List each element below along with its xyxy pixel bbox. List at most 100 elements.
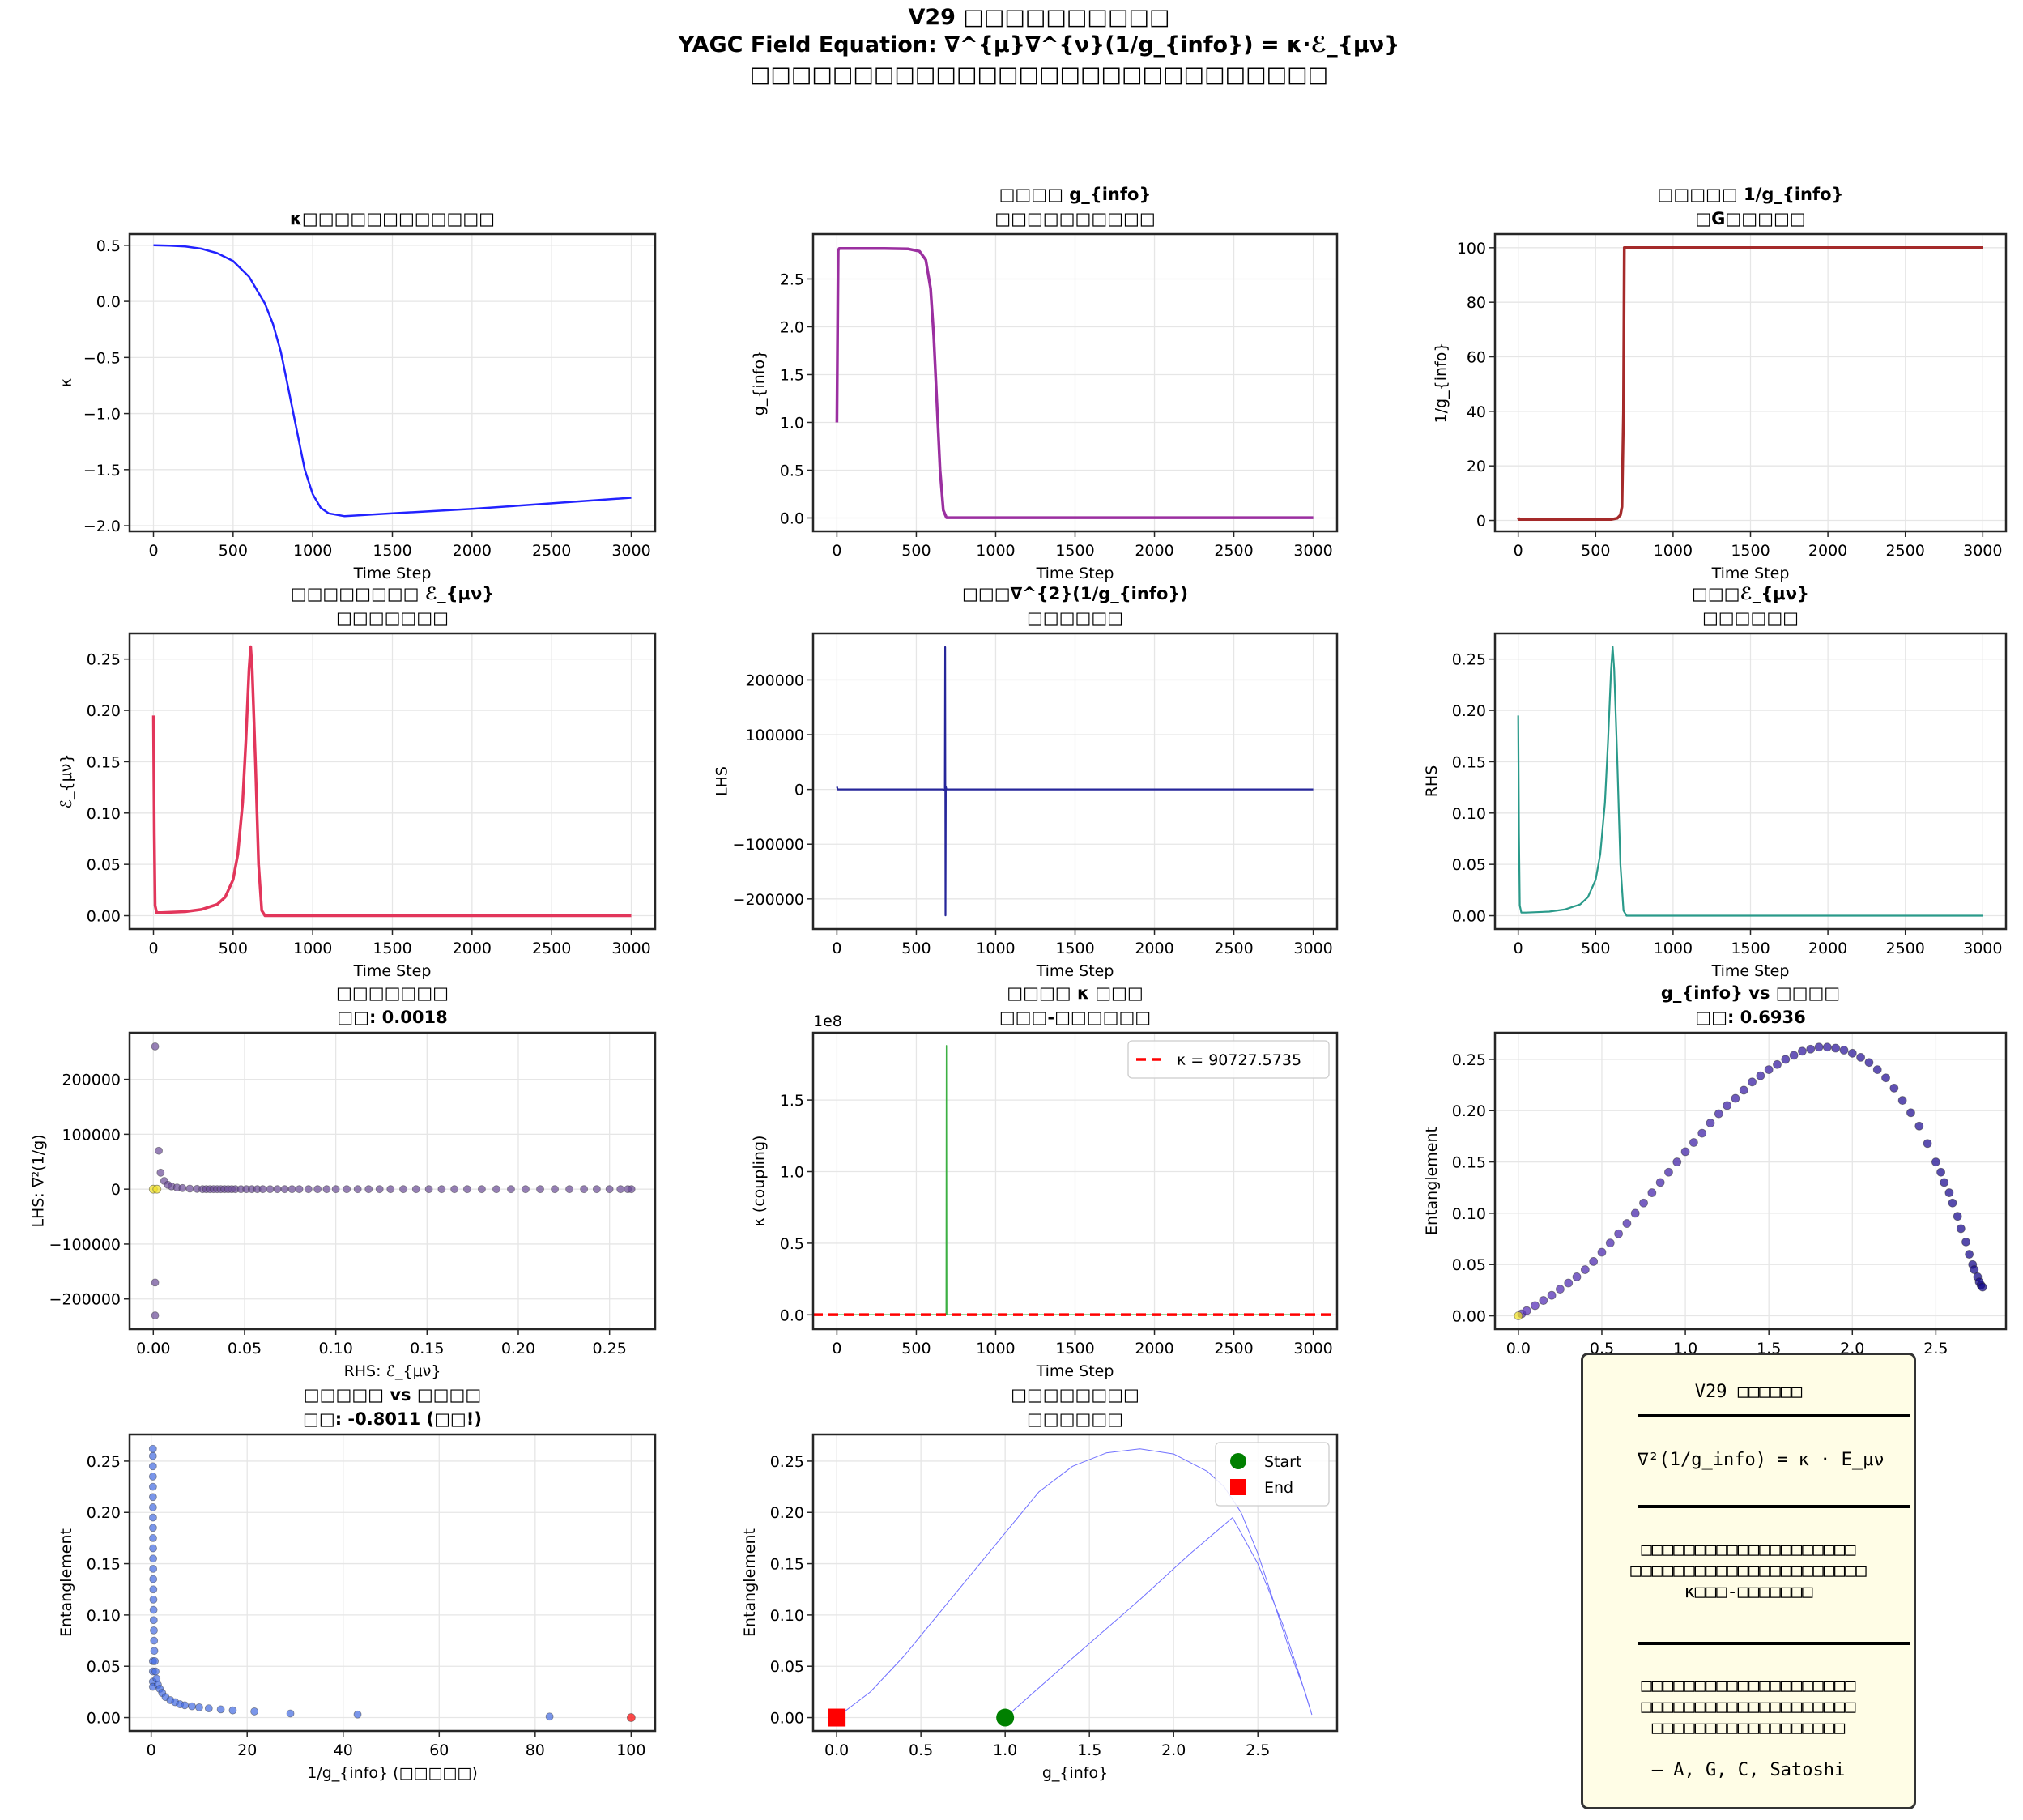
y-tick-label: 0.0: [780, 509, 804, 527]
series-line: [835, 246, 1314, 519]
subplot-title: □□□□ κ □□□: [1007, 983, 1143, 1003]
subplot-8: 0 500 1000 1500 2000 2500 3000 0.0 0.5 1.0 1.5 1e8 T…: [751, 983, 1339, 1380]
y-tick-label: 0.10: [1452, 1205, 1486, 1223]
y-tick-label: 1.0: [780, 1164, 804, 1182]
x-tick-label: 1500: [1055, 1340, 1094, 1358]
y-tick-label: 60: [1467, 349, 1486, 367]
subplot-title: □□: -0.8011 (□□!): [303, 1409, 482, 1429]
x-tick-label: 0: [832, 1340, 841, 1358]
subplot-6: 0 500 1000 1500 2000 2500 3000 0.00 0.05 0.10 0.15…: [1423, 584, 2008, 980]
x-tick-label: 1500: [1055, 542, 1094, 560]
start-marker: [996, 1708, 1015, 1727]
y-tick-label: 0.0: [96, 293, 121, 311]
y-tick-label: 200000: [745, 671, 804, 689]
y-axis-label: LHS: [713, 766, 731, 796]
y-tick-label: 2.0: [780, 318, 804, 336]
subplot-title: □□□-□□□□□□: [999, 1008, 1151, 1027]
x-axis-label: RHS: ℰ_{μν}: [344, 1362, 441, 1380]
x-tick-label: 500: [1581, 940, 1610, 957]
scatter-point: [151, 1667, 160, 1676]
scatter-point: [522, 1185, 530, 1194]
x-tick-label: 0.05: [228, 1340, 262, 1358]
scatter-point: [1814, 1042, 1824, 1052]
scatter-point: [1897, 1096, 1907, 1105]
scatter-point: [1953, 1212, 1962, 1221]
y-tick-label: −1.5: [83, 462, 121, 480]
x-tick-label: 500: [1581, 542, 1610, 560]
x-tick-label: 100: [616, 1741, 645, 1759]
x-tick-label: 1500: [1731, 940, 1770, 957]
x-tick-label: 2500: [1886, 542, 1925, 560]
subplot-title: □□□□□ vs □□□□: [304, 1385, 481, 1404]
subplot-title: □□□□□□: [1702, 608, 1799, 628]
y-axis-label: g_{info}: [751, 350, 769, 416]
subplot-3: 0 500 1000 1500 2000 2500 3000 0 20 40 60 80 100 Time…: [1433, 185, 2008, 582]
x-tick-label: 0.5: [909, 1741, 933, 1759]
scatter-point: [1923, 1139, 1932, 1149]
note-equation: ∇²(1/g_info) = κ · E_μν: [1638, 1450, 1885, 1470]
y-tick-label: 1.5: [780, 366, 804, 384]
y-tick-label: 100: [1457, 240, 1486, 258]
series-line: [151, 645, 632, 918]
y-tick-label: 0.5: [780, 1235, 804, 1253]
scatter-point: [437, 1185, 446, 1194]
scatter-point: [1798, 1046, 1807, 1056]
subplot-title: □□□□□□□□ ℰ_{μν}: [291, 584, 495, 603]
y-tick-label: 0.10: [87, 805, 121, 823]
scatter-point: [1689, 1138, 1698, 1147]
y-tick-label: 0.15: [87, 1556, 121, 1574]
scatter-point: [178, 1183, 187, 1192]
scatter-point: [1864, 1058, 1874, 1068]
scatter-point: [1914, 1121, 1924, 1131]
scatter-point: [148, 1451, 157, 1460]
scatter-point: [1961, 1237, 1970, 1247]
y-tick-label: 0.10: [87, 1607, 121, 1625]
figure-title-line: YAGC Field Equation: ∇^{μ}∇^{ν}(1/g_{inf…: [678, 32, 1400, 58]
x-tick-label: 0.00: [136, 1340, 170, 1358]
scatter-point: [149, 1575, 158, 1583]
x-axis-label: Time Step: [353, 962, 432, 980]
scatter-point: [286, 1709, 295, 1718]
x-tick-label: 0: [1514, 542, 1523, 560]
x-tick-label: 0: [147, 1741, 156, 1759]
scatter-point: [152, 1184, 162, 1194]
legend-label: End: [1264, 1479, 1293, 1497]
y-tick-label: 0.25: [87, 1453, 121, 1471]
scatter-point: [1697, 1128, 1707, 1138]
scatter-point: [148, 1503, 157, 1511]
plot-area: [148, 1444, 636, 1722]
scatter-point: [424, 1185, 433, 1194]
scatter-point: [343, 1185, 351, 1194]
y-tick-label: −200000: [49, 1291, 121, 1309]
scatter-point: [1847, 1048, 1857, 1058]
scatter-point: [1906, 1108, 1915, 1118]
x-tick-label: 500: [219, 542, 248, 560]
subplot-4: 0 500 1000 1500 2000 2500 3000 0.00 0.05 0.10 0.15…: [57, 584, 657, 980]
subplot-11: 0.0 0.5 1.0 1.5 2.0 2.5 0.00 0.05 0.10 0.15 0.20 0.…: [741, 1385, 1339, 1782]
y-tick-label: 0.00: [1452, 1308, 1486, 1326]
x-tick-label: 0.20: [501, 1340, 535, 1358]
scatter-point: [150, 1636, 159, 1645]
scatter-point: [295, 1185, 304, 1194]
y-tick-label: 0.10: [1452, 805, 1486, 823]
scatter-point: [149, 1605, 158, 1614]
scatter-point: [1881, 1073, 1890, 1083]
y-tick-label: 0.20: [770, 1504, 804, 1522]
figure-title-line: V29 □□□□□□□□□□: [909, 5, 1170, 30]
scatter-point: [280, 1185, 289, 1194]
scatter-point: [148, 1493, 157, 1502]
scatter-point: [151, 1311, 160, 1319]
subplot-title: □□: 0.6936: [1695, 1008, 1805, 1027]
scatter-point: [1723, 1101, 1732, 1110]
x-axis-label: Time Step: [1711, 565, 1790, 582]
scatter-point: [149, 1616, 158, 1625]
x-axis-label: Time Step: [353, 565, 432, 582]
y-tick-label: 0.00: [770, 1710, 804, 1728]
subplot-title: □□□□□□: [1027, 608, 1123, 628]
note-line: □□□□□□□□□□□□□□□□□□□□□□: [1630, 1561, 1867, 1581]
x-tick-label: 3000: [611, 940, 650, 957]
scatter-point: [148, 1482, 157, 1491]
x-tick-label: 1000: [293, 940, 332, 957]
scatter-point: [627, 1185, 636, 1194]
